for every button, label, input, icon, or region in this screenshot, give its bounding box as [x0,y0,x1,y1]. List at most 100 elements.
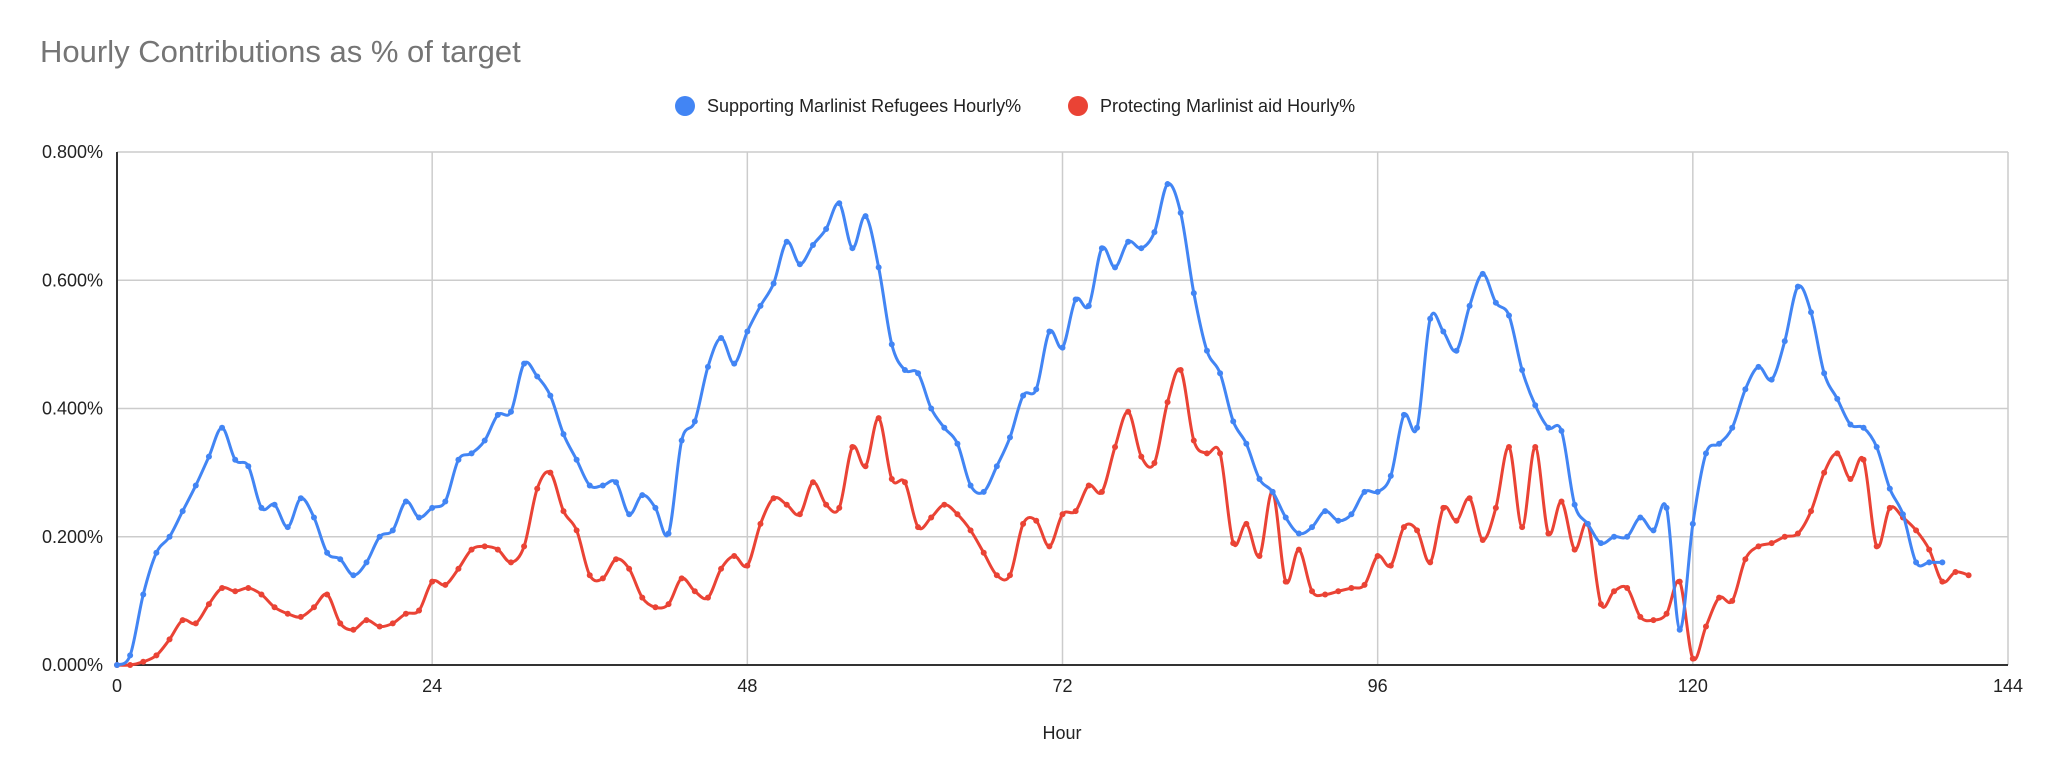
series-2-point [1440,504,1447,511]
series-2-point [1847,476,1854,483]
series-2-point [967,527,974,534]
series-1-point [258,504,265,511]
series-2-point [1177,367,1184,374]
x-tick-label: 144 [1993,676,2023,696]
series-1-point [1243,440,1250,447]
series-1-point [1217,370,1224,377]
series-1-point [1151,229,1158,236]
series-1-point [1138,245,1145,252]
series-2-point [1046,543,1053,550]
series-2-point [1230,540,1237,547]
series-1-point [179,508,186,515]
series-1-point [1492,299,1499,306]
series-2-point [1624,585,1631,592]
series-1-point [455,456,462,463]
series-1-point [1256,476,1263,483]
series-1-point [166,533,173,540]
series-1-point [1742,386,1749,393]
series-1-point [1466,302,1473,309]
series-1-point [888,341,895,348]
series-1-point [442,498,449,505]
series-2-point [626,565,633,572]
series-2-point [1309,588,1316,595]
series-2-point [232,588,239,595]
series-1-point [1729,424,1736,431]
series-2-point [1781,533,1788,540]
series-1-point [1125,238,1132,245]
series-1-point [1676,626,1683,633]
series-2-point [1322,591,1329,598]
x-tick-label: 0 [112,676,122,696]
series-2-point [796,511,803,518]
x-tick-label: 24 [422,676,442,696]
series-1-point [1637,514,1644,521]
series-2-point [310,604,317,611]
series-1-point [1821,370,1828,377]
series-2-point [1033,517,1040,524]
series-1-point [389,527,396,534]
series-2-point [586,572,593,579]
series-2-point [481,543,488,550]
series-1-point [114,662,120,668]
series-2-point [1676,578,1683,585]
series-1-point [521,360,528,367]
series-1-point [809,241,816,248]
series-2-point [324,591,331,598]
series-1-point [1361,488,1368,495]
series-1-point [1755,363,1762,370]
series-1-point [941,424,948,431]
chart-title: Hourly Contributions as % of target [40,34,521,69]
series-1-point [140,591,147,598]
series-2-point [573,527,580,534]
series-2-point [284,610,291,617]
series-2-point [1151,460,1158,467]
series-1-point [823,225,830,232]
series-2-point [1020,520,1027,527]
series-1-point [232,456,239,463]
legend-item-1: Supporting Marlinist Refugees Hourly% [675,96,1021,116]
series-2-point [521,543,528,550]
series-1-point [1716,440,1723,447]
series-1-point [665,530,672,537]
series-2-point [1125,408,1132,415]
series-2-point [1256,552,1263,559]
series-1-point [967,482,974,489]
series-2-point [534,485,541,492]
series-1-point [297,495,304,502]
series-2-point [455,565,462,572]
series-2-point [245,585,252,592]
series-1-point [192,482,199,489]
series-1-point [1098,245,1105,252]
y-tick-label: 0.400% [42,399,103,419]
series-2-point [888,476,895,483]
series-1-point [1873,443,1880,450]
series-2-point [1361,581,1368,588]
series-1-point [1532,402,1539,409]
series-2-point [875,415,882,422]
series-2-point [1742,556,1749,563]
series-1-point [1190,290,1197,297]
series-1-point [481,437,488,444]
series-2-point [376,623,383,630]
series-2-point [1532,443,1539,450]
series-1-point [783,238,790,245]
series-2-point [1059,511,1066,518]
series-2-point [1755,543,1762,550]
series-2-group [114,367,1972,668]
series-2-point [1217,450,1224,457]
legend-label: Protecting Marlinist aid Hourly% [1100,96,1355,116]
series-2-point [980,549,987,556]
series-1-point [1203,347,1210,354]
series-2-point [468,546,475,553]
y-tick-label: 0.200% [42,527,103,547]
series-2-point [1466,495,1473,502]
series-1-point [1387,472,1394,479]
series-1-point [1584,520,1591,527]
series-1-point [954,440,961,447]
series-1-point [1309,524,1316,531]
series-2-point [1768,540,1775,547]
series-2-point [652,604,659,611]
series-2-point [993,572,1000,579]
series-1-point [1322,508,1329,515]
series-1-point [1046,328,1053,335]
